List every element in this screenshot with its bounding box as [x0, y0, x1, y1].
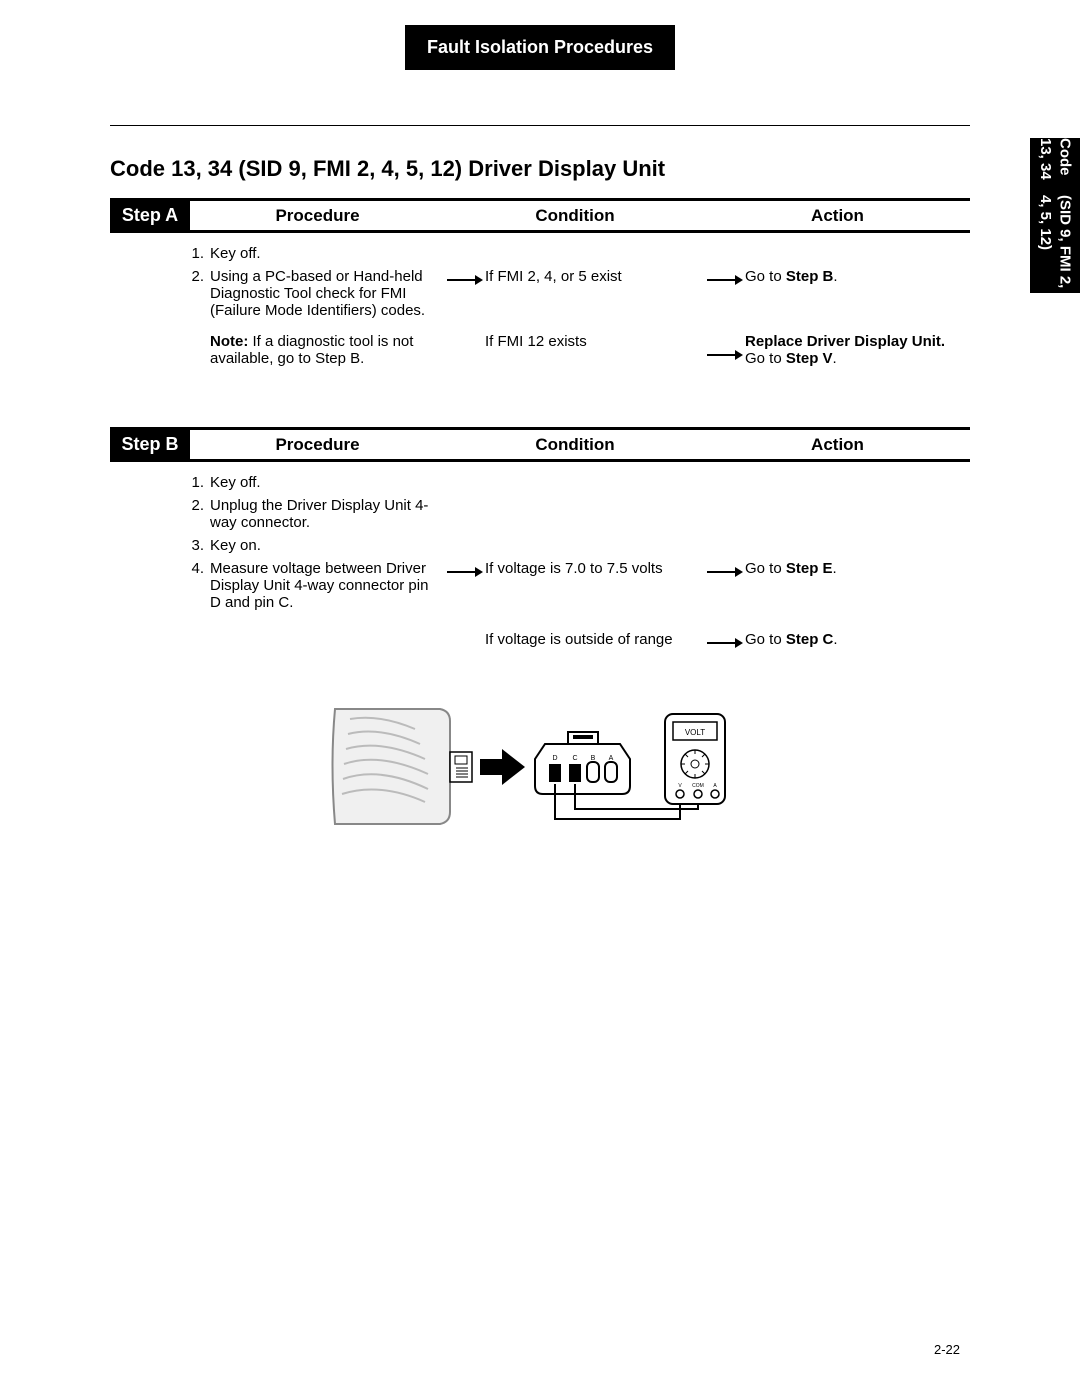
voltmeter-icon: VOLT V COM A [665, 714, 725, 804]
table-row: 4. Measure voltage between Driver Displa… [110, 560, 970, 611]
unit-connector-icon [450, 752, 472, 782]
arrow-icon [445, 268, 485, 286]
procedure-text: Key off. [210, 474, 445, 491]
side-tab-line2: (SID 9, FMI 2, 4, 5, 12) [1036, 195, 1075, 293]
svg-text:C: C [572, 755, 577, 762]
arrow-icon [705, 560, 745, 578]
action-text: Go to Step E. [745, 560, 970, 577]
procedure-text: Unplug the Driver Display Unit 4-way con… [210, 497, 445, 531]
svg-text:B: B [591, 755, 596, 762]
arrow-icon [705, 268, 745, 286]
procedure-text: Key off. [210, 245, 445, 262]
page-number: 2-22 [934, 1342, 960, 1357]
step-label: Step B [110, 430, 190, 459]
procedure-text: Using a PC-based or Hand-held Diagnostic… [210, 268, 445, 319]
table-row: 2. Using a PC-based or Hand-held Diagnos… [110, 268, 970, 319]
table-row: 3. Key on. [110, 537, 970, 554]
table-row: Note: If a diagnostic tool is not availa… [110, 333, 970, 367]
table-row: 2. Unplug the Driver Display Unit 4-way … [110, 497, 970, 531]
step-a-body: 1. Key off. 2. Using a PC-based or Hand-… [110, 245, 970, 367]
col-action: Action [705, 430, 970, 459]
step-b-body: 1. Key off. 2. Unplug the Driver Display… [110, 474, 970, 649]
horizontal-rule [110, 125, 970, 126]
col-procedure: Procedure [190, 201, 445, 230]
col-procedure: Procedure [190, 430, 445, 459]
display-unit-icon [333, 709, 451, 824]
col-condition: Condition [445, 430, 705, 459]
svg-text:D: D [552, 755, 557, 762]
step-label: Step A [110, 201, 190, 230]
table-row: 1. Key off. [110, 245, 970, 262]
procedure-text: Key on. [210, 537, 445, 554]
page: Fault Isolation Procedures Code 13, 34 (… [0, 0, 1080, 1397]
row-num: 3. [190, 537, 210, 554]
col-action: Action [705, 201, 970, 230]
action-text: Replace Driver Display Unit. Go to Step … [745, 333, 970, 367]
table-row: 1. Key off. [110, 474, 970, 491]
col-condition: Condition [445, 201, 705, 230]
four-way-connector-icon: D C B A [535, 732, 630, 794]
row-num: 1. [190, 474, 210, 491]
step-a-header: Step A Procedure Condition Action [110, 198, 970, 233]
condition-text: If voltage is 7.0 to 7.5 volts [485, 560, 705, 577]
step-b-header: Step B Procedure Condition Action [110, 427, 970, 462]
side-tab-line1: Code 13, 34 [1036, 138, 1075, 191]
arrow-icon [480, 749, 525, 785]
svg-text:VOLT: VOLT [685, 728, 705, 737]
procedure-text: Measure voltage between Driver Display U… [210, 560, 445, 611]
condition-text: If voltage is outside of range [485, 631, 705, 648]
wiring-diagram: D C B A VOLT [110, 704, 970, 844]
section-header: Fault Isolation Procedures [405, 25, 675, 70]
procedure-note: Note: If a diagnostic tool is not availa… [210, 333, 445, 367]
condition-text: If FMI 2, 4, or 5 exist [485, 268, 705, 285]
action-text: Go to Step C. [745, 631, 970, 648]
row-num: 1. [190, 245, 210, 262]
table-row: If voltage is outside of range Go to Ste… [110, 631, 970, 649]
arrow-icon [445, 560, 485, 578]
arrow-icon [705, 631, 745, 649]
condition-text: If FMI 12 exists [485, 333, 705, 350]
side-tab: Code 13, 34 (SID 9, FMI 2, 4, 5, 12) [1030, 138, 1080, 293]
row-num: 2. [190, 497, 210, 531]
svg-text:A: A [609, 755, 614, 762]
action-text: Go to Step B. [745, 268, 970, 285]
row-num: 2. [190, 268, 210, 319]
arrow-icon [705, 333, 745, 361]
svg-text:COM: COM [692, 783, 704, 789]
page-title: Code 13, 34 (SID 9, FMI 2, 4, 5, 12) Dri… [110, 156, 970, 182]
row-num: 4. [190, 560, 210, 611]
